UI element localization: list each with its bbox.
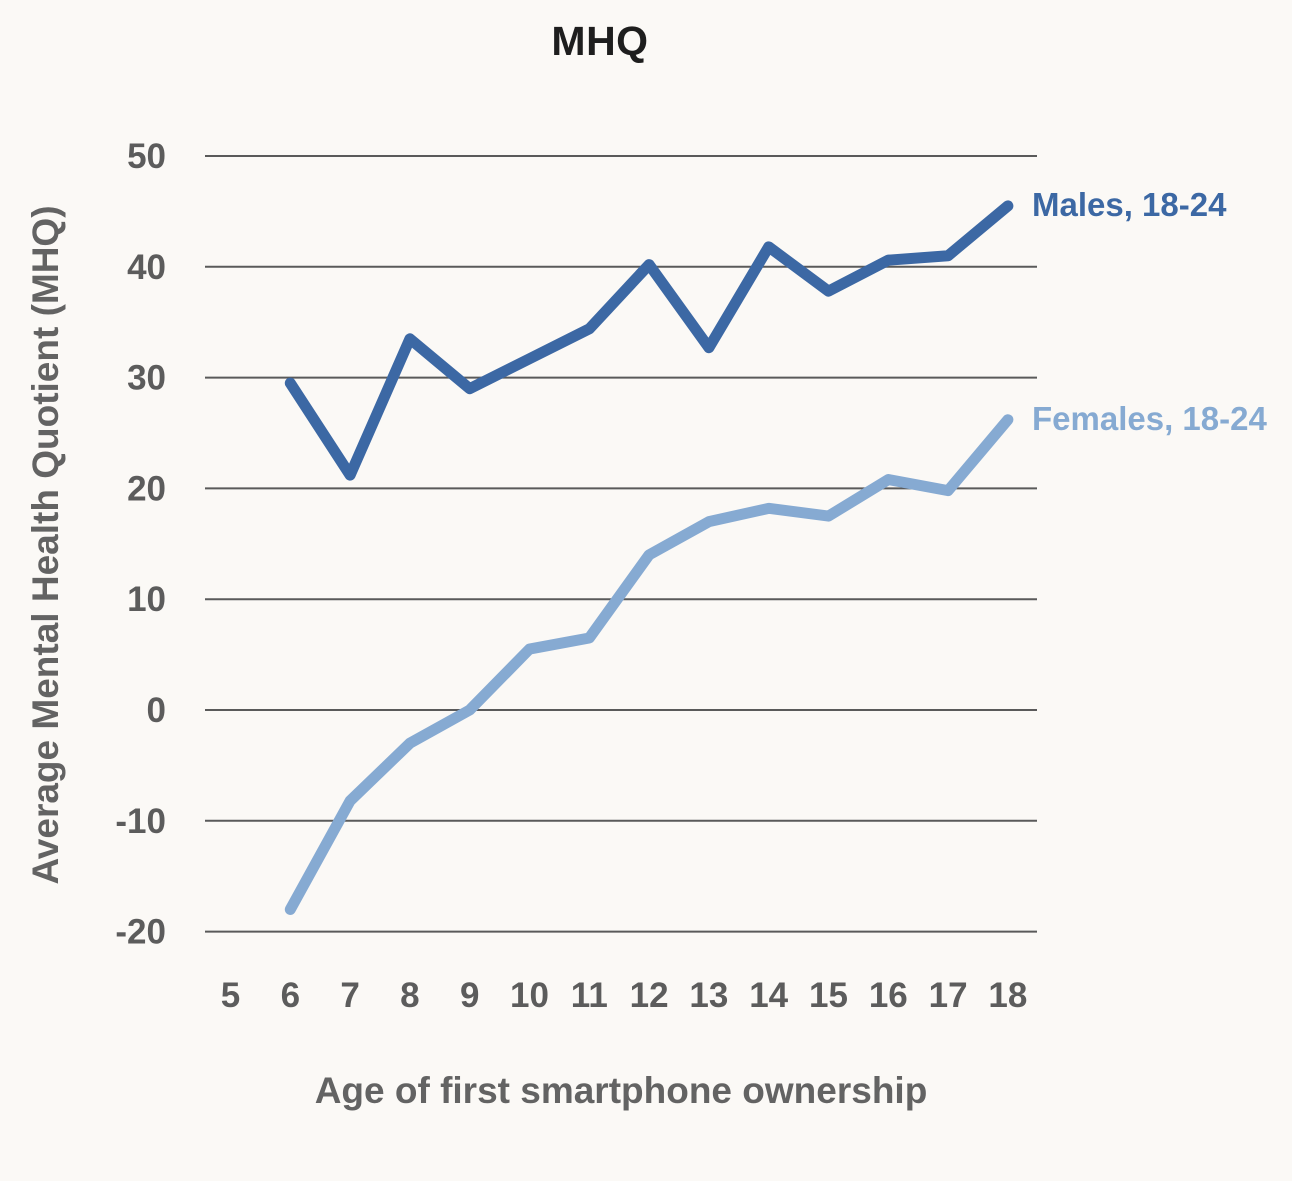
series-line-females xyxy=(284,414,1014,915)
x-tick-label-12: 12 xyxy=(630,976,669,1015)
x-tick-label-18: 18 xyxy=(988,976,1027,1015)
x-tick-label-16: 16 xyxy=(869,976,908,1015)
x-tick-label-8: 8 xyxy=(400,976,419,1015)
legend-males-label: Males, 18-24 xyxy=(1032,185,1227,223)
x-tick-label-7: 7 xyxy=(340,976,359,1015)
y-tick-label--10: -10 xyxy=(115,802,166,841)
x-tick-label-10: 10 xyxy=(510,976,549,1015)
x-tick-label-14: 14 xyxy=(749,976,788,1015)
x-tick-label-6: 6 xyxy=(281,976,300,1015)
y-tick-label-30: 30 xyxy=(127,359,166,398)
x-tick-label-5: 5 xyxy=(221,976,240,1015)
y-tick-label-0: 0 xyxy=(147,691,166,730)
y-tick-label-40: 40 xyxy=(127,248,166,287)
y-tick-label--20: -20 xyxy=(115,913,166,952)
y-tick-label-20: 20 xyxy=(127,469,166,508)
x-tick-label-15: 15 xyxy=(809,976,848,1015)
y-tick-label-50: 50 xyxy=(127,137,166,176)
x-tick-label-9: 9 xyxy=(460,976,479,1015)
x-axis-title: Age of first smartphone ownership xyxy=(314,1070,928,1111)
x-tick-label-17: 17 xyxy=(929,976,968,1015)
x-tick-label-11: 11 xyxy=(571,976,608,1015)
legend-females-label: Females, 18-24 xyxy=(1032,399,1267,437)
series-line-males xyxy=(284,200,1014,481)
y-tick-label-10: 10 xyxy=(127,580,166,619)
x-tick-label-13: 13 xyxy=(689,976,728,1015)
chart-title: MHQ xyxy=(551,18,649,64)
